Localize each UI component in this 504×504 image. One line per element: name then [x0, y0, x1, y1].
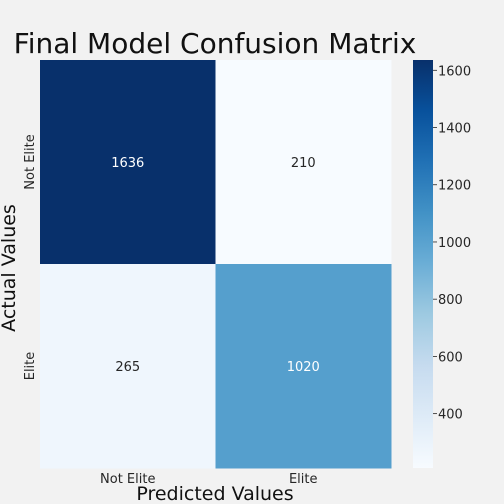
y-tick-label: Not Elite: [23, 134, 38, 189]
heatmap-cell: [215, 264, 392, 469]
cell-value-label: 210: [291, 156, 316, 171]
cell-value-label: 1020: [287, 360, 320, 375]
x-tick-label: Elite: [289, 472, 318, 487]
colorbar-tick-label: 400: [438, 408, 463, 423]
colorbar-tick-label: 800: [438, 293, 463, 308]
chart-title: Final Model Confusion Matrix: [14, 27, 417, 60]
colorbar-ticks: 400 600 800 1000 1200 1400 1600: [433, 64, 471, 423]
heatmap-cell-labels: 1636 210 265 1020: [111, 156, 320, 375]
cell-value-label: 265: [115, 360, 140, 375]
heatmap-cell: [40, 264, 216, 469]
y-tick-label: Elite: [23, 352, 38, 381]
x-tick-labels: Not Elite Elite: [100, 472, 318, 487]
colorbar-tick-label: 1000: [438, 236, 471, 251]
heatmap-cell: [40, 60, 216, 265]
heatmap-cells: [40, 60, 392, 469]
colorbar-tick-label: 600: [438, 350, 463, 365]
colorbar-tick-label: 1200: [438, 179, 471, 194]
x-axis-label: Predicted Values: [136, 483, 293, 504]
x-tick-label: Not Elite: [100, 472, 155, 487]
y-tick-labels: Not Elite Elite: [23, 134, 38, 380]
cell-value-label: 1636: [111, 156, 144, 171]
y-axis-label: Actual Values: [0, 204, 20, 332]
colorbar: [413, 60, 433, 468]
colorbar-tick-label: 1400: [438, 122, 471, 137]
colorbar-tick-label: 1600: [438, 64, 471, 79]
heatmap-cell: [215, 60, 392, 265]
